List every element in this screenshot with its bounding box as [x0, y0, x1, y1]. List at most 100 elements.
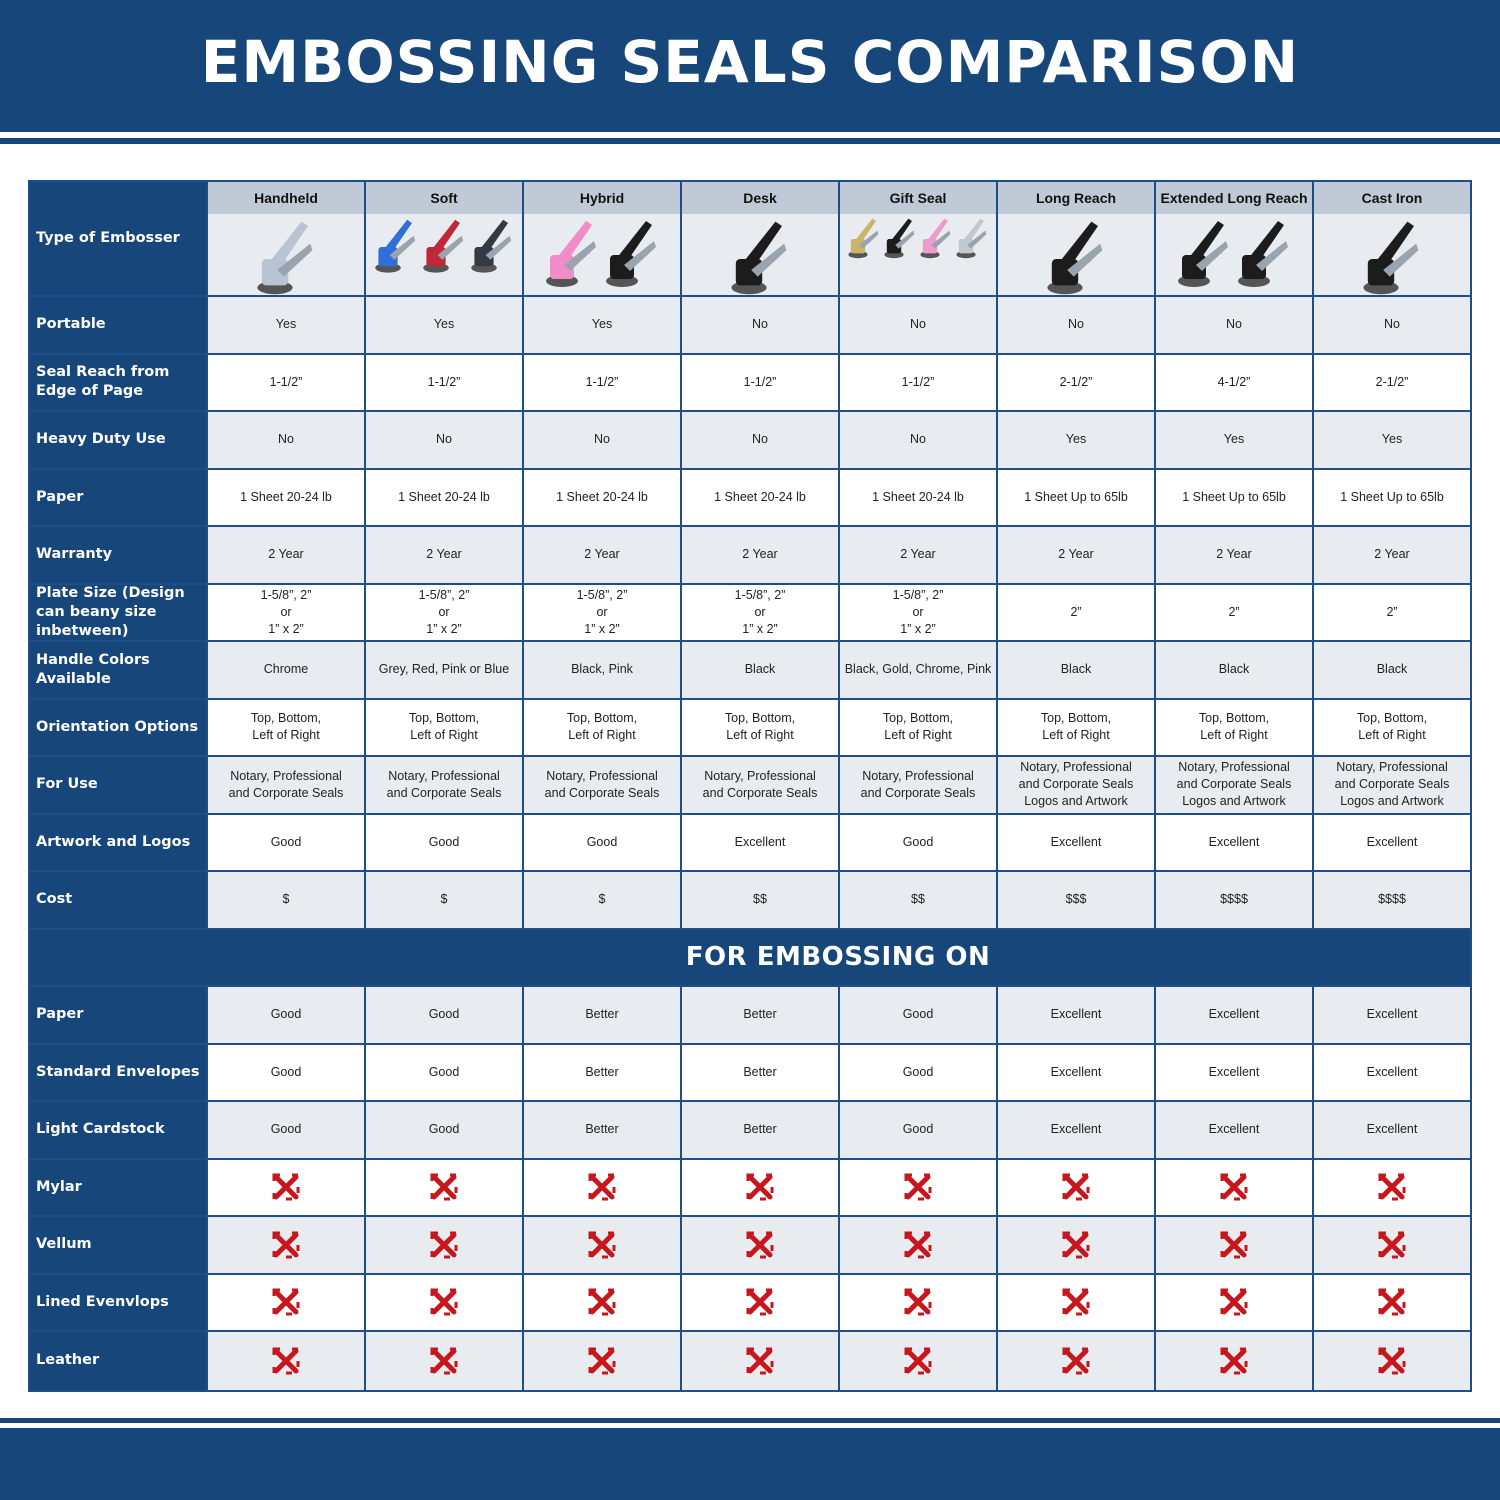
table-cell: Top, Bottom, Left of Right: [838, 699, 996, 755]
column-name: Hybrid: [524, 182, 680, 214]
table-cell: No: [206, 412, 364, 468]
black-cast-iron-embosser: [1363, 221, 1419, 294]
column-header: Extended Long Reach: [1154, 182, 1312, 295]
red-x-icon: [904, 1347, 932, 1375]
row-label: Light Cardstock: [30, 1102, 206, 1158]
column-header: Long Reach: [996, 182, 1154, 295]
table-row: Heavy Duty Use No No No No No Yes Yes Yes: [30, 412, 1470, 470]
red-x-icon: [1062, 1288, 1090, 1316]
table-row: Handle Colors Available Chrome Grey, Red, …: [30, 642, 1470, 700]
table-cell: No: [1312, 297, 1470, 353]
table-row: Leather: [30, 1332, 1470, 1390]
table-cell: 1-1/2”: [364, 354, 522, 410]
table-cell: 1-1/2”: [680, 354, 838, 410]
header-label: Type of Embosser: [30, 182, 206, 295]
table-cell: [838, 1274, 996, 1330]
table-cell: No: [364, 412, 522, 468]
row-label: Leather: [30, 1332, 206, 1390]
red-x-icon: [746, 1347, 774, 1375]
table-cell: 1-1/2”: [838, 354, 996, 410]
table-cell: Top, Bottom, Left of Right: [680, 699, 838, 755]
table-cell: [996, 1274, 1154, 1330]
table-cell: 1 Sheet Up to 65lb: [1312, 469, 1470, 525]
table-cell: Chrome: [206, 642, 364, 698]
table-cell: 1 Sheet Up to 65lb: [996, 469, 1154, 525]
table-cell: Notary, Professional and Corporate Seals: [364, 757, 522, 813]
table-row: Portable Yes Yes Yes No No No No No: [30, 297, 1470, 355]
table-cell: Better: [680, 987, 838, 1043]
table-row: For Use Notary, Professional and Corporat…: [30, 757, 1470, 815]
table-cell: 1-1/2”: [206, 354, 364, 410]
red-x-icon: [1062, 1231, 1090, 1259]
red-x-icon: [746, 1288, 774, 1316]
table-cell: 1-5/8”, 2” or 1” x 2”: [364, 584, 522, 640]
header-band: [0, 0, 1500, 132]
table-cell: Black: [680, 642, 838, 698]
table-row: Seal Reach from Edge of Page 1-1/2” 1-1/2”…: [30, 354, 1470, 412]
table-row: Lined Evenvlops: [30, 1274, 1470, 1332]
row-label: Paper: [30, 469, 206, 525]
product-image: [682, 214, 838, 295]
table-cell: [206, 1332, 364, 1390]
black-extended-long-reach-embossers: [1178, 220, 1288, 287]
red-x-icon: [430, 1231, 458, 1259]
section-title: FOR EMBOSSING ON: [30, 929, 1470, 987]
table-cell: $: [522, 872, 680, 928]
table-cell: Excellent: [1154, 987, 1312, 1043]
page-title: EMBOSSING SEALS COMPARISON: [200, 28, 1300, 96]
table-cell: [1312, 1159, 1470, 1215]
table-cell: [996, 1332, 1154, 1390]
red-x-icon: [1220, 1288, 1248, 1316]
column-name: Gift Seal: [840, 182, 996, 214]
row-label: Heavy Duty Use: [30, 412, 206, 468]
table-cell: Yes: [1312, 412, 1470, 468]
table-cell: Notary, Professional and Corporate Seals…: [996, 757, 1154, 813]
table-cell: [1312, 1332, 1470, 1390]
table-cell: 1-5/8”, 2” or 1” x 2”: [680, 584, 838, 640]
red-x-icon: [588, 1288, 616, 1316]
table-cell: 1 Sheet 20-24 lb: [680, 469, 838, 525]
table-cell: 1 Sheet 20-24 lb: [364, 469, 522, 525]
table-cell: Better: [522, 1102, 680, 1158]
table-cell: Top, Bottom, Left of Right: [1312, 699, 1470, 755]
table-cell: Better: [680, 1102, 838, 1158]
table-cell: Good: [364, 814, 522, 870]
table-cell: Good: [206, 1044, 364, 1100]
table-cell: Notary, Professional and Corporate Seals: [680, 757, 838, 813]
table-cell: 2 Year: [996, 527, 1154, 583]
table-cell: Black, Pink: [522, 642, 680, 698]
black-desk-embosser: [731, 221, 787, 294]
table-cell: Notary, Professional and Corporate Seals…: [1154, 757, 1312, 813]
table-cell: $: [364, 872, 522, 928]
table-cell: [680, 1274, 838, 1330]
table-cell: Excellent: [1312, 1102, 1470, 1158]
table-cell: Excellent: [996, 1044, 1154, 1100]
product-image: [366, 214, 522, 295]
table-row: Plate Size (Design can beany size inbetw…: [30, 584, 1470, 642]
table-cell: 2 Year: [364, 527, 522, 583]
table-cell: Excellent: [996, 987, 1154, 1043]
table-cell: Yes: [996, 412, 1154, 468]
table-cell: $$$$: [1312, 872, 1470, 928]
table-cell: Better: [522, 1044, 680, 1100]
table-cell: [206, 1159, 364, 1215]
column-header: Desk: [680, 182, 838, 295]
table-cell: Good: [838, 987, 996, 1043]
table-cell: Good: [364, 987, 522, 1043]
red-x-icon: [1378, 1231, 1406, 1259]
table-cell: Excellent: [680, 814, 838, 870]
red-x-icon: [272, 1288, 300, 1316]
product-image: [998, 214, 1154, 295]
table-cell: Excellent: [1154, 814, 1312, 870]
table-cell: No: [838, 412, 996, 468]
table-cell: No: [996, 297, 1154, 353]
red-x-icon: [430, 1347, 458, 1375]
table-cell: [838, 1159, 996, 1215]
table-cell: 1 Sheet Up to 65lb: [1154, 469, 1312, 525]
product-image: [1156, 214, 1312, 295]
row-label: Standard Envelopes: [30, 1044, 206, 1100]
table-cell: [680, 1159, 838, 1215]
table-cell: Excellent: [1154, 1102, 1312, 1158]
column-header: Gift Seal: [838, 182, 996, 295]
red-x-icon: [588, 1347, 616, 1375]
